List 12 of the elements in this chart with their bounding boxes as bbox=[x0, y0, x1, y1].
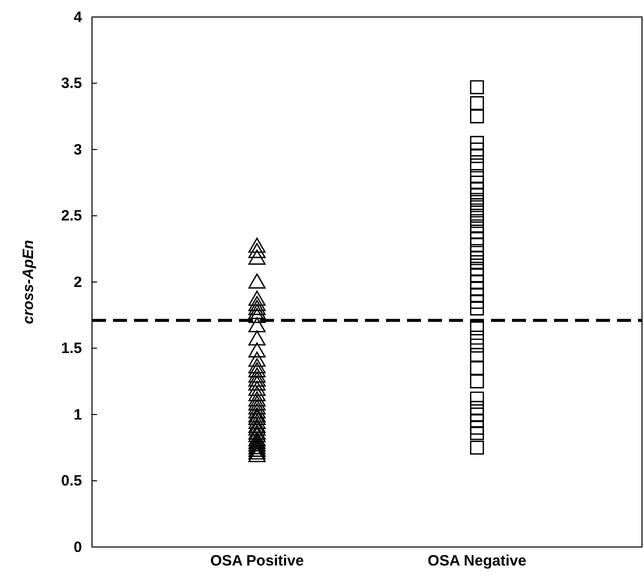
y-tick-label: 0 bbox=[74, 538, 82, 556]
y-tick-label: 1.5 bbox=[61, 340, 82, 358]
y-tick-label: 1 bbox=[74, 406, 82, 424]
y-tick-label: 0.5 bbox=[61, 472, 82, 490]
y-tick-label: 2 bbox=[74, 274, 82, 291]
y-tick-label: 3.5 bbox=[61, 75, 82, 92]
y-axis-title: cross-ApEn bbox=[20, 240, 37, 324]
y-tick-label: 4 bbox=[74, 8, 83, 26]
y-tick-label: 3 bbox=[74, 141, 82, 158]
y-tick-label: 2.5 bbox=[61, 208, 82, 225]
x-tick-label: OSA Negative bbox=[428, 552, 526, 570]
x-tick-label: OSA Positive bbox=[210, 552, 304, 570]
